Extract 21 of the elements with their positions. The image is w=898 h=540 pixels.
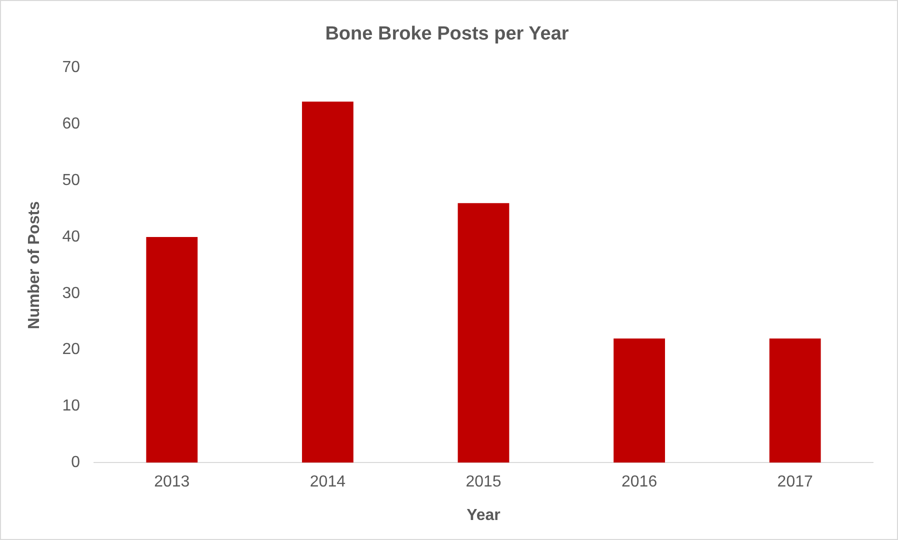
bar bbox=[302, 102, 354, 463]
y-tick-label: 60 bbox=[62, 116, 80, 133]
bar bbox=[614, 338, 666, 463]
x-axis-title: Year bbox=[466, 506, 500, 524]
y-tick-label: 40 bbox=[62, 228, 80, 246]
y-tick-label: 0 bbox=[71, 454, 80, 472]
x-tick-label: 2017 bbox=[777, 474, 813, 491]
y-tick-label: 30 bbox=[62, 284, 80, 302]
x-tick-label: 2016 bbox=[622, 474, 658, 491]
y-tick-label: 70 bbox=[62, 59, 80, 76]
x-tick-label: 2013 bbox=[154, 474, 190, 491]
y-axis-title: Number of Posts bbox=[26, 201, 44, 330]
y-tick-label: 10 bbox=[62, 398, 80, 415]
y-tick-label: 20 bbox=[62, 341, 80, 358]
bar bbox=[146, 237, 198, 463]
x-tick-label: 2014 bbox=[310, 474, 346, 491]
chart-title: Bone Broke Posts per Year bbox=[325, 24, 570, 45]
y-tick-label: 50 bbox=[62, 172, 80, 190]
bar bbox=[769, 338, 821, 463]
x-tick-label: 2015 bbox=[466, 474, 502, 491]
bar bbox=[458, 203, 510, 463]
